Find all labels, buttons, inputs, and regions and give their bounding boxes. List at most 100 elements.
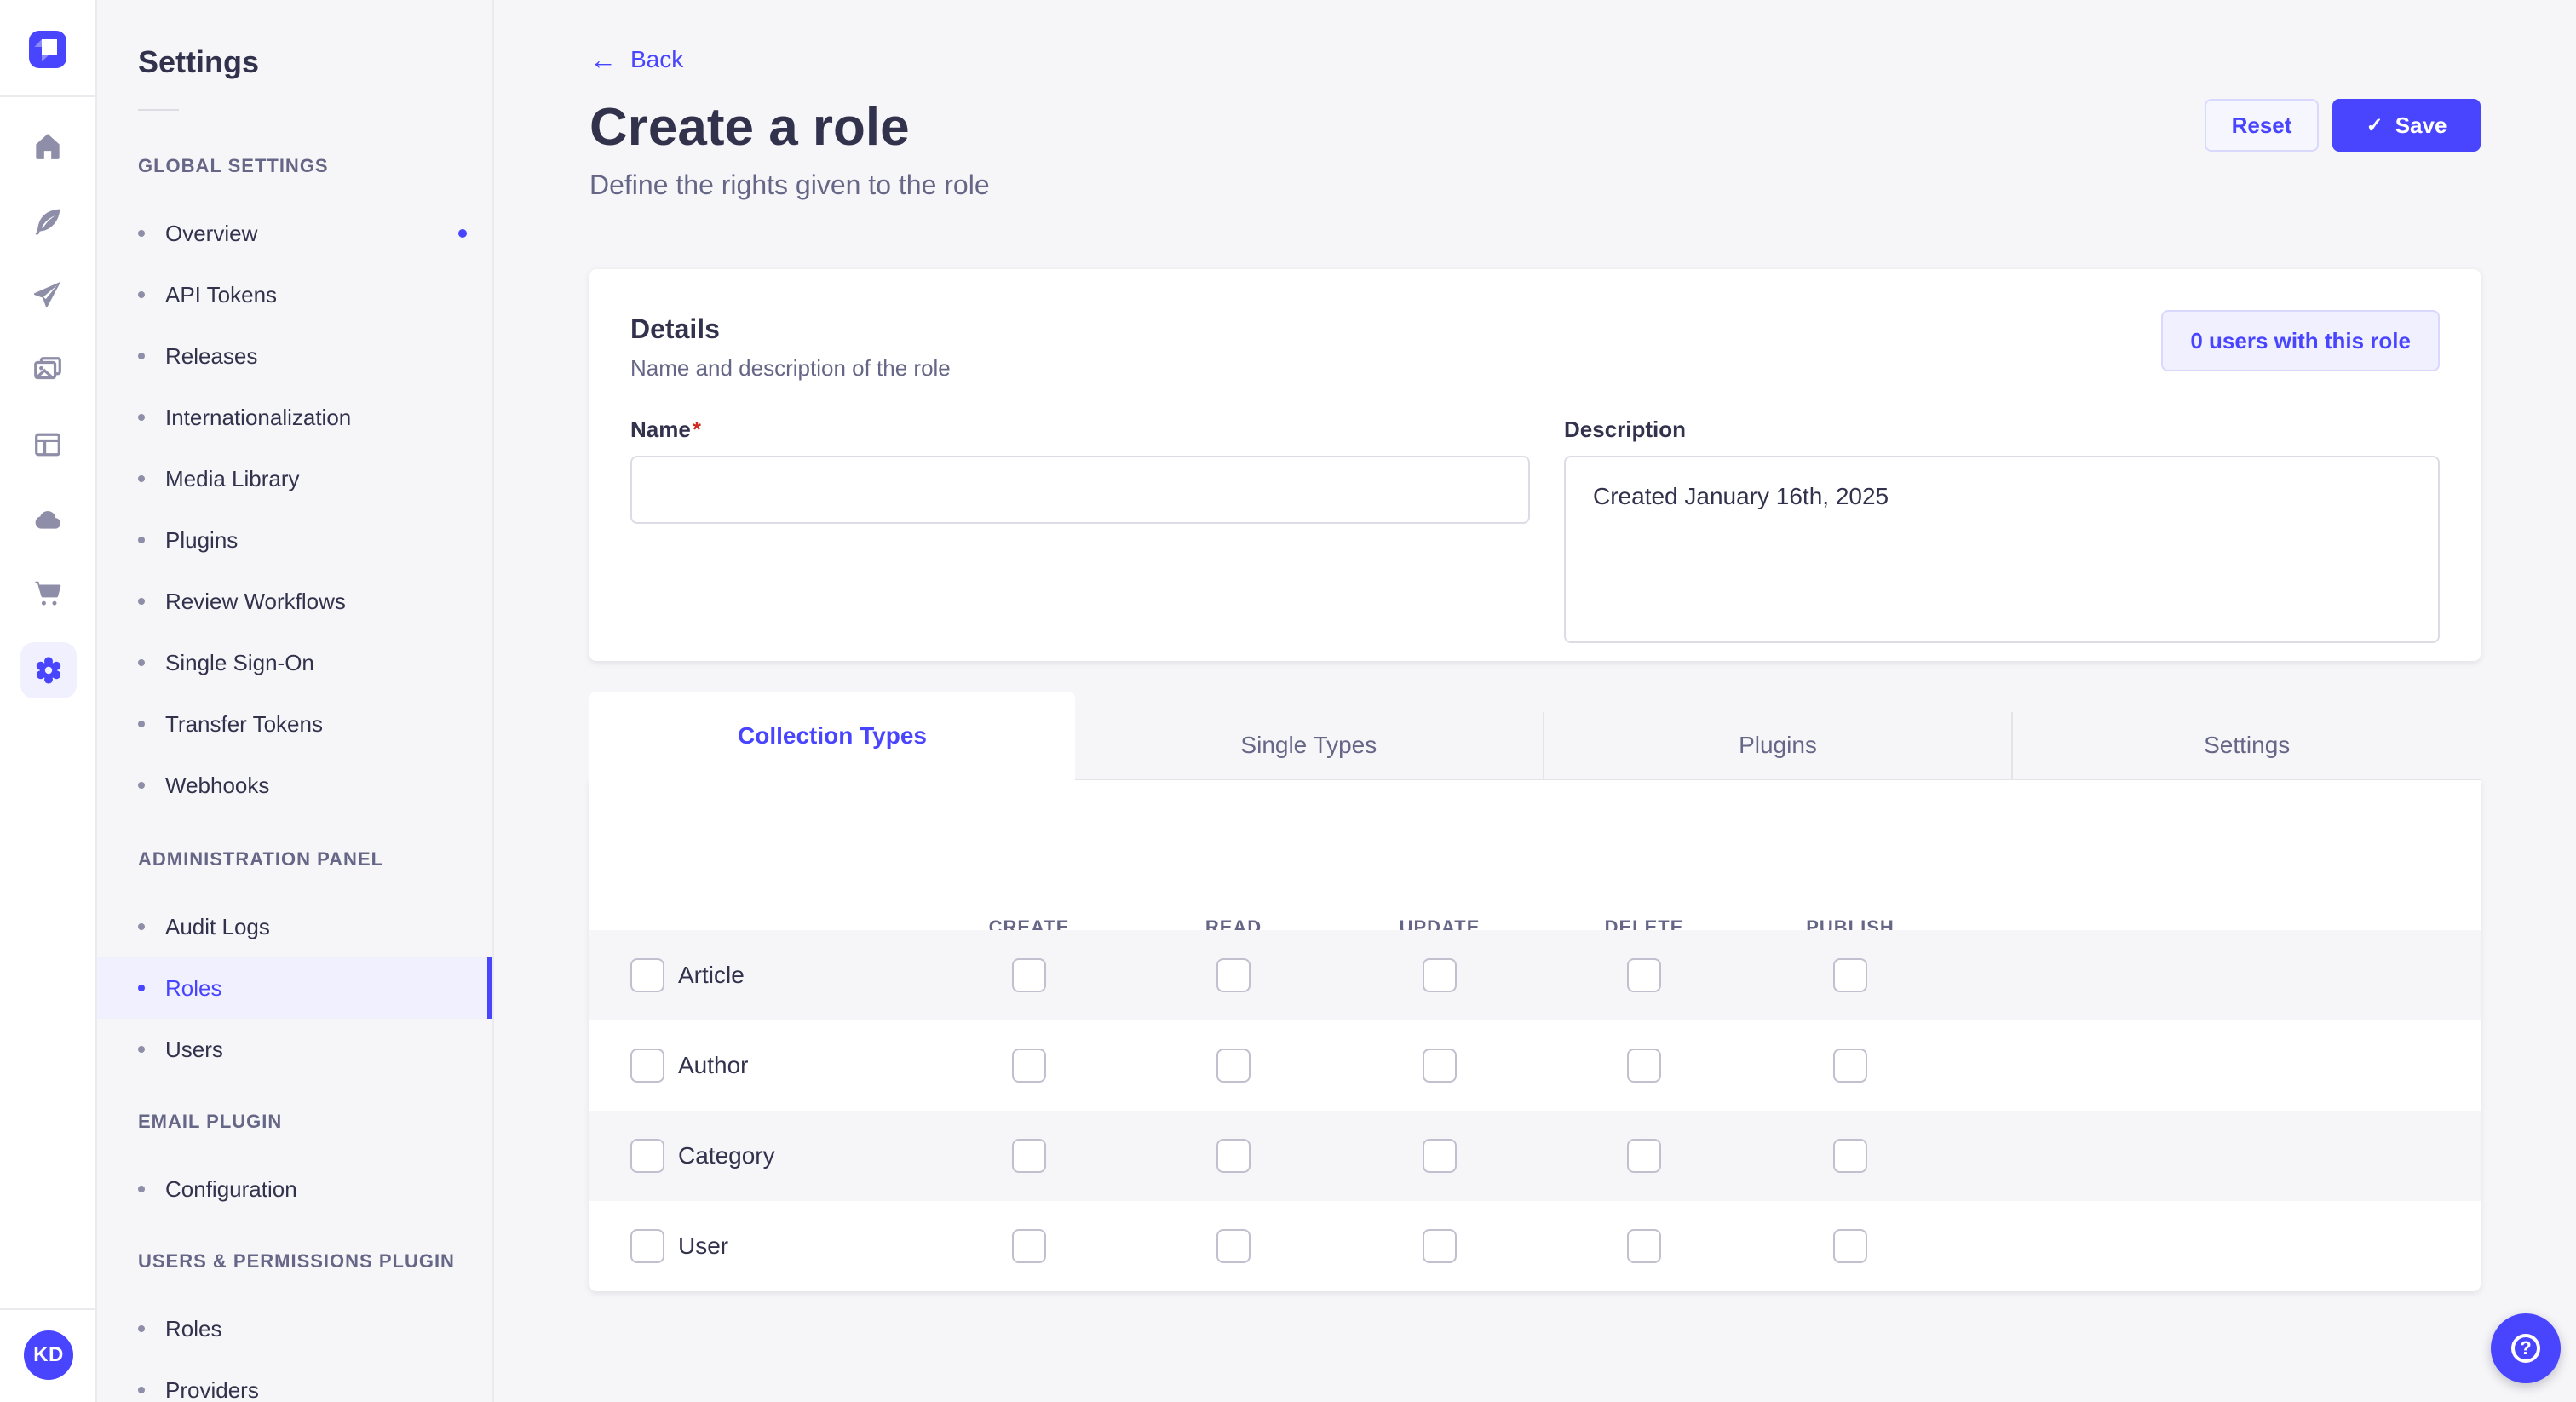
cb-row-article[interactable] bbox=[630, 958, 664, 992]
bullet-icon bbox=[138, 414, 145, 421]
cb-user-delete[interactable] bbox=[1627, 1229, 1661, 1263]
cb-article-update[interactable] bbox=[1423, 958, 1457, 992]
details-fields: Name * Description Created January 16th, … bbox=[630, 412, 2440, 650]
cb-author-create[interactable] bbox=[1012, 1049, 1046, 1083]
icon-rail: KD bbox=[0, 0, 97, 1402]
question-mark-icon: ? bbox=[2511, 1334, 2540, 1363]
name-label: Name * bbox=[630, 417, 701, 442]
required-asterisk: * bbox=[692, 417, 701, 442]
sidebar-divider bbox=[138, 109, 179, 111]
bullet-icon bbox=[138, 1046, 145, 1053]
cb-row-category[interactable] bbox=[630, 1139, 664, 1173]
description-label: Description bbox=[1564, 417, 1687, 442]
cb-author-publish[interactable] bbox=[1833, 1049, 1867, 1083]
cb-user-update[interactable] bbox=[1423, 1229, 1457, 1263]
bullet-icon bbox=[138, 782, 145, 789]
sidebar-item-releases[interactable]: Releases bbox=[97, 325, 492, 387]
cb-user-create[interactable] bbox=[1012, 1229, 1046, 1263]
check-icon: ✓ bbox=[2366, 113, 2383, 137]
back-label: Back bbox=[630, 46, 684, 72]
sidebar-item-single-sign-on[interactable]: Single Sign-On bbox=[97, 632, 492, 693]
name-input[interactable] bbox=[630, 456, 1530, 524]
rail-logo-section bbox=[0, 0, 95, 97]
tab-settings[interactable]: Settings bbox=[2011, 712, 2481, 780]
sidebar-item-providers[interactable]: Providers bbox=[97, 1359, 492, 1402]
sidebar-item-audit-logs[interactable]: Audit Logs bbox=[97, 896, 492, 957]
paper-plane-icon[interactable] bbox=[14, 261, 82, 329]
row-label: User bbox=[678, 1232, 729, 1259]
users-with-role-button[interactable]: 0 users with this role bbox=[2161, 310, 2440, 371]
name-field-group: Name * bbox=[630, 412, 1530, 650]
sidebar-item-roles-active[interactable]: Roles bbox=[97, 957, 492, 1019]
sidebar-item-transfer-tokens[interactable]: Transfer Tokens bbox=[97, 693, 492, 755]
sidebar-item-configuration[interactable]: Configuration bbox=[97, 1158, 492, 1220]
layout-icon[interactable] bbox=[14, 411, 82, 479]
cb-category-delete[interactable] bbox=[1627, 1139, 1661, 1173]
help-button[interactable]: ? bbox=[2491, 1313, 2561, 1383]
sidebar-item-overview[interactable]: Overview bbox=[97, 203, 492, 264]
cb-category-publish[interactable] bbox=[1833, 1139, 1867, 1173]
cb-article-create[interactable] bbox=[1012, 958, 1046, 992]
cb-author-delete[interactable] bbox=[1627, 1049, 1661, 1083]
cb-article-read[interactable] bbox=[1216, 958, 1251, 992]
main-content: ← Back Create a role Define the rights g… bbox=[494, 0, 2576, 1402]
table-row-article: Article bbox=[589, 930, 2481, 1020]
header-actions: Reset ✓ Save bbox=[2205, 99, 2481, 152]
bullet-icon bbox=[138, 1186, 145, 1192]
cb-category-create[interactable] bbox=[1012, 1139, 1046, 1173]
bullet-icon bbox=[138, 291, 145, 298]
section-email-plugin: EMAIL PLUGIN bbox=[138, 1111, 283, 1132]
cb-user-publish[interactable] bbox=[1833, 1229, 1867, 1263]
row-label: Author bbox=[678, 1052, 749, 1078]
feather-icon[interactable] bbox=[14, 187, 82, 256]
sidebar-item-webhooks[interactable]: Webhooks bbox=[97, 755, 492, 816]
cb-author-update[interactable] bbox=[1423, 1049, 1457, 1083]
media-library-icon[interactable] bbox=[14, 336, 82, 404]
bullet-icon bbox=[138, 659, 145, 666]
cb-row-author[interactable] bbox=[630, 1049, 664, 1083]
cb-article-delete[interactable] bbox=[1627, 958, 1661, 992]
description-textarea[interactable]: Created January 16th, 2025 bbox=[1564, 456, 2440, 643]
sidebar-item-api-tokens[interactable]: API Tokens bbox=[97, 264, 492, 325]
sidebar-title: Settings bbox=[138, 44, 260, 79]
tab-plugins[interactable]: Plugins bbox=[1542, 712, 2012, 780]
tab-collection-types[interactable]: Collection Types bbox=[589, 692, 1075, 780]
bullet-icon bbox=[138, 1387, 145, 1393]
settings-icon-active[interactable] bbox=[20, 642, 77, 698]
strapi-logo[interactable] bbox=[29, 31, 66, 68]
sidebar-item-up-roles[interactable]: Roles bbox=[97, 1298, 492, 1359]
bullet-icon bbox=[138, 598, 145, 605]
reset-button[interactable]: Reset bbox=[2205, 99, 2319, 152]
table-row-user: User bbox=[589, 1201, 2481, 1291]
bullet-icon bbox=[138, 1325, 145, 1332]
bullet-icon bbox=[138, 923, 145, 930]
description-field-group: Description Created January 16th, 2025 bbox=[1564, 412, 2440, 650]
row-label: Category bbox=[678, 1142, 775, 1169]
cb-category-update[interactable] bbox=[1423, 1139, 1457, 1173]
home-icon[interactable] bbox=[14, 112, 82, 181]
bullet-icon bbox=[138, 721, 145, 727]
cloud-icon[interactable] bbox=[14, 486, 82, 554]
cb-article-publish[interactable] bbox=[1833, 958, 1867, 992]
sidebar-item-users[interactable]: Users bbox=[97, 1019, 492, 1080]
cb-user-read[interactable] bbox=[1216, 1229, 1251, 1263]
bullet-icon bbox=[138, 475, 145, 482]
tab-single-types[interactable]: Single Types bbox=[1075, 712, 1543, 780]
marketplace-cart-icon[interactable] bbox=[14, 559, 82, 627]
cb-author-read[interactable] bbox=[1216, 1049, 1251, 1083]
page-title: Create a role bbox=[589, 98, 910, 157]
sidebar-item-plugins[interactable]: Plugins bbox=[97, 509, 492, 571]
global-settings-list: Overview API Tokens Releases Internation… bbox=[97, 203, 492, 816]
avatar[interactable]: KD bbox=[24, 1330, 73, 1380]
administration-panel-list: Audit Logs Roles Users bbox=[97, 896, 492, 1080]
sidebar-item-internationalization[interactable]: Internationalization bbox=[97, 387, 492, 448]
page-subtitle: Define the rights given to the role bbox=[589, 170, 990, 200]
cb-row-user[interactable] bbox=[630, 1229, 664, 1263]
save-button[interactable]: ✓ Save bbox=[2332, 99, 2481, 152]
cb-category-read[interactable] bbox=[1216, 1139, 1251, 1173]
table-row-author: Author bbox=[589, 1020, 2481, 1111]
sidebar-item-review-workflows[interactable]: Review Workflows bbox=[97, 571, 492, 632]
details-title: Details bbox=[630, 313, 720, 344]
back-link[interactable]: ← Back bbox=[589, 46, 683, 73]
sidebar-item-media-library[interactable]: Media Library bbox=[97, 448, 492, 509]
